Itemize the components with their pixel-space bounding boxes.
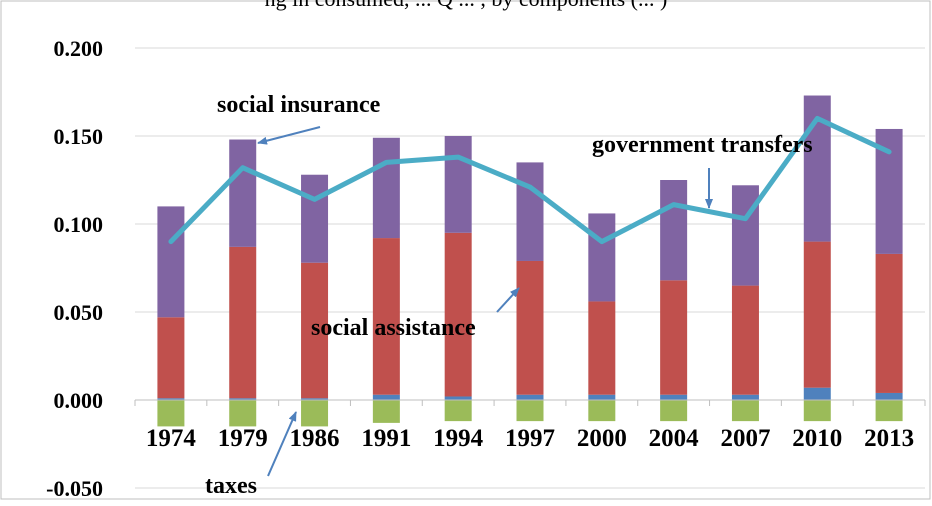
bar-social-assistance-1997 — [516, 260, 544, 395]
bar-taxes-1997 — [516, 400, 544, 422]
annotation-social-insurance: social insurance — [217, 92, 381, 118]
bar-other-2013 — [875, 392, 903, 400]
bar-social-assistance-2013 — [875, 253, 903, 393]
bar-social-insurance-1997 — [516, 162, 544, 261]
bar-other-1991 — [372, 394, 400, 400]
bar-social-insurance-1986 — [301, 174, 329, 263]
x-tick-label: 1991 — [361, 425, 411, 452]
annotation-government-transfers: government transfers — [592, 132, 813, 158]
bar-taxes-1974 — [157, 400, 185, 427]
x-tick-label: 2007 — [720, 425, 770, 452]
bar-social-assistance-2000 — [588, 301, 616, 395]
bar-taxes-2000 — [588, 400, 616, 422]
y-tick-label: -0.050 — [46, 476, 103, 501]
y-tick-label: 0.000 — [54, 388, 104, 413]
bar-social-insurance-1974 — [157, 206, 185, 318]
bar-social-insurance-2007 — [731, 185, 759, 286]
bar-social-insurance-2000 — [588, 213, 616, 302]
y-tick-label: 0.200 — [54, 36, 104, 61]
bar-taxes-1979 — [229, 400, 257, 427]
arrow-social-insurance — [257, 126, 321, 145]
bar-taxes-1991 — [372, 400, 400, 423]
bar-other-1974 — [157, 398, 185, 400]
x-tick-label: 1994 — [433, 425, 484, 452]
bar-social-assistance-1979 — [229, 246, 257, 399]
bar-taxes-2013 — [875, 400, 903, 422]
bar-social-assistance-1991 — [372, 238, 400, 395]
y-tick-label: 0.050 — [54, 300, 104, 325]
x-tick-label: 2010 — [792, 425, 842, 452]
bar-other-2000 — [588, 394, 616, 400]
bar-taxes-2010 — [803, 400, 831, 422]
y-tick-label: 0.100 — [54, 212, 104, 237]
y-tick-label: 0.150 — [54, 124, 104, 149]
arrow-social-assistance — [496, 287, 520, 313]
x-tick-label: 1979 — [218, 425, 268, 452]
bar-social-insurance-1979 — [229, 139, 257, 247]
bar-other-1997 — [516, 394, 544, 400]
bar-social-insurance-2004 — [660, 180, 688, 281]
x-tick-label: 1986 — [290, 425, 340, 452]
annotation-taxes: taxes — [205, 473, 257, 499]
bar-taxes-2004 — [660, 400, 688, 422]
bar-other-1986 — [301, 398, 329, 400]
bar-taxes-1986 — [301, 400, 329, 427]
chart-title-fragment: ng in consumed, ... Q ... , by component… — [0, 0, 932, 12]
bar-other-1979 — [229, 398, 257, 400]
bar-other-2010 — [803, 387, 831, 400]
bar-social-assistance-1994 — [444, 232, 472, 397]
bar-social-assistance-1986 — [301, 262, 329, 399]
bar-social-assistance-2010 — [803, 241, 831, 388]
x-tick-label: 1997 — [505, 425, 555, 452]
bar-other-1994 — [444, 396, 472, 400]
line-government-transfers — [168, 115, 892, 245]
bar-social-assistance-2007 — [731, 285, 759, 395]
x-tick-label: 2000 — [577, 425, 627, 452]
annotation-social-assistance: social assistance — [311, 315, 476, 341]
x-tick-label: 2013 — [864, 425, 914, 452]
bar-taxes-2007 — [731, 400, 759, 422]
bar-social-insurance-1991 — [372, 137, 400, 239]
arrow-taxes — [267, 411, 297, 477]
bar-social-insurance-1994 — [444, 136, 472, 233]
bar-social-assistance-2004 — [660, 280, 688, 395]
x-tick-label: 1974 — [146, 425, 197, 452]
bar-social-assistance-1974 — [157, 317, 185, 399]
bar-other-2004 — [660, 394, 688, 400]
x-tick-label: 2004 — [649, 425, 700, 452]
bar-taxes-1994 — [444, 400, 472, 422]
bar-other-2007 — [731, 394, 759, 400]
